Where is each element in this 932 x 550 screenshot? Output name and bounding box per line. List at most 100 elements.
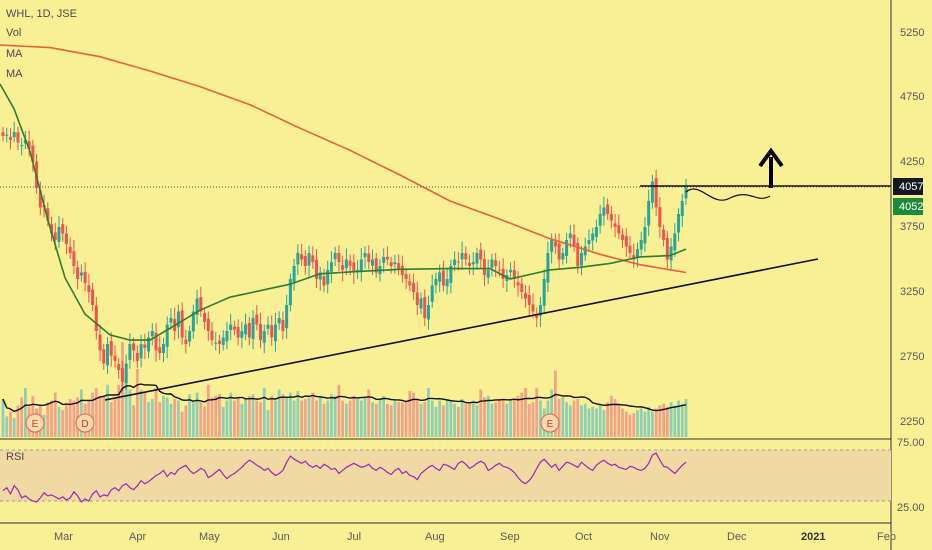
candle: [352, 254, 356, 284]
earnings-marker[interactable]: E: [540, 413, 560, 433]
candle: [460, 241, 464, 270]
volume-bar: [460, 399, 464, 437]
volume-bar: [404, 400, 408, 437]
volume-bar: [322, 403, 326, 437]
candle: [565, 233, 569, 264]
ma-legend[interactable]: MA: [6, 68, 23, 80]
candle: [572, 224, 576, 252]
candle: [124, 354, 128, 390]
candle: [303, 250, 307, 275]
volume-bar: [539, 400, 542, 437]
last-price-label: [893, 178, 923, 195]
volume-legend[interactable]: Vol: [6, 27, 22, 39]
volume-bar: [61, 410, 65, 437]
rsi-tick: 75.00: [897, 437, 925, 449]
volume-bar: [247, 395, 251, 437]
volume-bar: [9, 411, 12, 437]
candle: [673, 223, 677, 257]
candle: [412, 273, 416, 300]
volume-bar: [91, 392, 94, 437]
candle: [102, 344, 106, 370]
last-price-text: 4057: [899, 181, 923, 193]
volume-bar: [266, 410, 270, 437]
volume-bar: [68, 399, 72, 437]
volume-bar: [565, 402, 568, 437]
candle: [654, 169, 658, 216]
volume-bar: [550, 389, 554, 437]
candle: [83, 262, 87, 292]
volume-bar: [393, 400, 397, 437]
ma-long-line: [0, 44, 687, 274]
candle: [214, 332, 218, 351]
candle: [374, 253, 378, 278]
volume-bar: [602, 410, 606, 437]
volume-bar: [255, 400, 259, 437]
candle: [72, 240, 76, 275]
candle: [221, 330, 225, 351]
candle: [61, 217, 65, 242]
candle: [587, 229, 591, 252]
volume-bar: [173, 399, 177, 437]
volume-bar: [50, 400, 53, 437]
candle: [16, 126, 20, 151]
candle: [464, 246, 468, 266]
volume-bar: [456, 406, 460, 437]
volume-bar: [262, 387, 266, 437]
volume-bar: [516, 395, 520, 437]
candle: [524, 285, 528, 308]
support-trendline[interactable]: [104, 258, 819, 401]
candle: [326, 260, 330, 294]
candle: [292, 258, 296, 291]
candle: [680, 193, 684, 227]
time-tick: Feb: [877, 531, 896, 543]
candle: [475, 247, 479, 270]
ma-legend[interactable]: MA: [6, 48, 23, 60]
volume-bar: [191, 402, 195, 437]
volume-bar: [218, 394, 221, 437]
volume-bar: [162, 395, 165, 437]
candle: [423, 289, 427, 326]
candle: [311, 246, 315, 269]
candle: [419, 292, 423, 315]
volume-bar: [654, 408, 658, 437]
candle: [643, 217, 647, 252]
symbol-legend[interactable]: WHL, 1D, JSE: [6, 8, 77, 20]
volume-bar: [333, 395, 337, 437]
volume-bar: [106, 384, 109, 437]
projection-wave[interactable]: [685, 188, 771, 201]
candle: [363, 246, 367, 269]
dividend-marker[interactable]: D: [75, 413, 95, 433]
candle: [91, 282, 95, 312]
candle: [262, 324, 266, 354]
candle: [266, 316, 270, 335]
candle: [229, 313, 233, 341]
rsi-line: [2, 452, 687, 503]
volume-bar: [669, 402, 673, 437]
candle: [143, 333, 147, 360]
volume-bar: [188, 394, 192, 437]
breakout-arrow-icon[interactable]: [758, 147, 784, 188]
volume-bar: [296, 391, 300, 437]
candle: [449, 259, 453, 294]
volume-bar: [430, 400, 434, 437]
rsi-legend[interactable]: RSI: [6, 451, 25, 463]
volume-bar: [442, 405, 445, 437]
price-tick: 2750: [900, 351, 924, 363]
candle: [344, 248, 348, 276]
earnings-marker[interactable]: E: [25, 413, 45, 433]
candle: [445, 267, 449, 295]
volume-bar: [232, 400, 236, 437]
price-tick: 4250: [900, 156, 924, 168]
candle: [609, 206, 613, 229]
volume-bar: [479, 389, 483, 437]
candle: [315, 249, 319, 288]
time-tick: Oct: [575, 531, 592, 543]
volume-bar: [453, 403, 457, 437]
volume-bar: [94, 387, 98, 437]
volume-bar: [46, 402, 50, 437]
volume-bar: [20, 397, 24, 437]
candle: [602, 196, 606, 226]
volume-bar: [292, 400, 296, 437]
candle: [624, 228, 628, 257]
